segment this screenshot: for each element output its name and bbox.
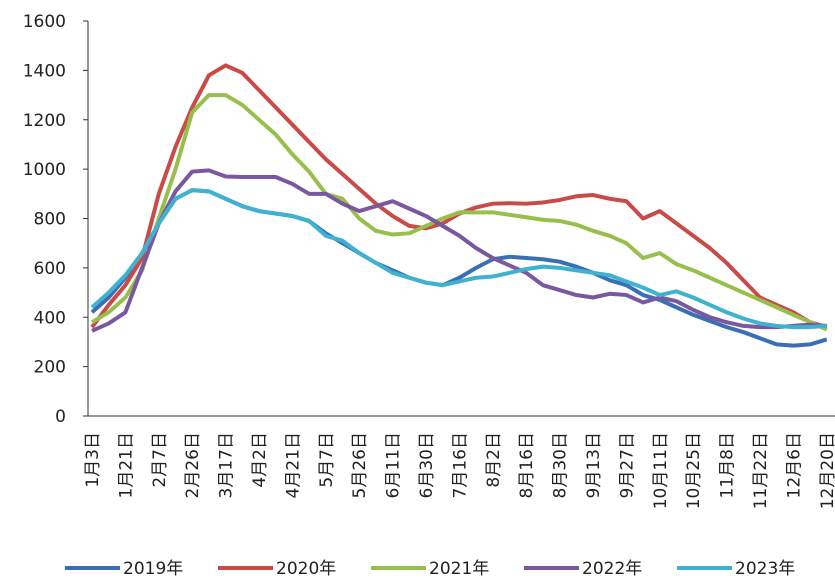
x-tick-label: 10月11日 [651,432,671,509]
y-tick-label: 1600 [23,12,66,32]
y-tick-label: 200 [34,358,66,378]
series-line [91,168,827,333]
x-tick-label: 9月13日 [584,432,604,498]
y-tick-label: 1000 [23,160,66,180]
x-tick-label: 4月2日 [250,432,270,488]
y-tick-label: 600 [34,259,66,279]
x-tick-label: 5月26日 [350,432,370,498]
x-tick-label: 1月21日 [116,432,136,498]
x-tick-label: 8月16日 [517,432,537,498]
x-tick-label: 4月21日 [283,432,303,498]
legend-label: 2022年 [582,559,642,579]
legend-label: 2019年 [123,559,183,579]
legend-label: 2021年 [429,559,489,579]
x-tick-label: 12月20日 [818,432,835,509]
x-tick-label: 12月6日 [784,432,804,498]
y-tick-label: 1200 [23,111,66,131]
y-tick-label: 0 [55,407,66,427]
legend-label: 2020年 [276,559,336,579]
x-tick-label: 2月7日 [150,432,170,488]
y-tick-label: 800 [34,210,66,230]
y-tick-label: 400 [34,308,66,328]
x-tick-label: 6月30日 [417,432,437,498]
y-tick-label: 1400 [23,61,66,81]
legend-label: 2023年 [735,559,795,579]
series-line [90,93,828,332]
series-line [90,188,827,330]
x-tick-label: 5月7日 [317,432,337,488]
x-tick-label: 7月16日 [450,432,470,498]
x-tick-label: 3月17日 [217,432,237,498]
x-tick-label: 2月26日 [183,432,203,498]
x-tick-label: 8月30日 [551,432,571,498]
x-tick-label: 6月11日 [384,432,404,498]
x-tick-label: 8月2日 [484,432,504,488]
x-tick-label: 11月22日 [751,432,771,509]
x-tick-label: 11月8日 [718,432,738,498]
x-tick-label: 1月3日 [83,432,103,488]
x-tick-label: 9月27日 [617,432,637,498]
x-tick-label: 10月25日 [684,432,704,509]
